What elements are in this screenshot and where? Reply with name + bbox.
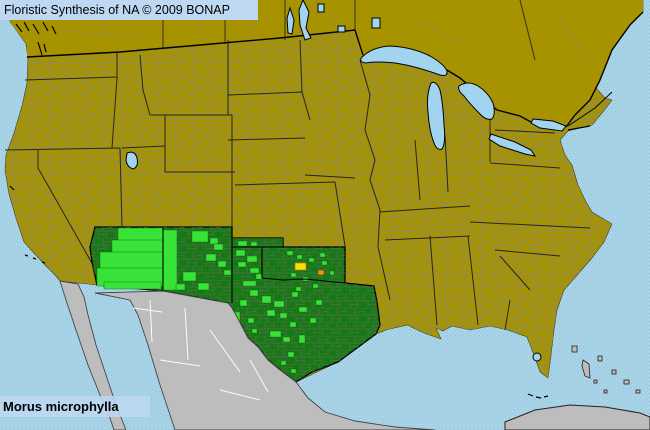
lake-erie xyxy=(488,133,537,157)
long-island xyxy=(567,125,591,131)
county-cell xyxy=(287,351,295,358)
state-borders-absent xyxy=(4,39,591,331)
county-cell xyxy=(315,299,323,306)
county-cell xyxy=(213,243,224,251)
baja-california xyxy=(59,280,127,430)
map-title: Floristic Synthesis of NA © 2009 BONAP xyxy=(4,3,230,17)
county-cell xyxy=(261,295,272,304)
county-cell xyxy=(269,330,282,338)
county-cell xyxy=(223,269,232,276)
county-cell xyxy=(239,299,248,307)
channel-islands xyxy=(24,254,46,264)
county-cell xyxy=(321,260,328,266)
county-cell xyxy=(279,312,288,319)
florida-keys xyxy=(527,393,549,399)
bright-green-counties xyxy=(96,227,335,374)
county-cell xyxy=(296,254,303,260)
lake-superior xyxy=(360,45,448,76)
county-cell xyxy=(329,270,335,276)
species-name: Morus microphylla xyxy=(3,399,119,414)
county-cell xyxy=(290,368,297,374)
county-cell xyxy=(308,257,315,263)
county-cell xyxy=(280,360,287,366)
foreign-land-group xyxy=(59,280,650,430)
header-banner: Floristic Synthesis of NA © 2009 BONAP xyxy=(0,0,258,20)
county-cell xyxy=(250,241,258,247)
county-cell xyxy=(209,237,219,245)
county-cell xyxy=(286,250,294,256)
lake-okeechobee xyxy=(532,352,542,362)
county-cell xyxy=(235,249,246,257)
county-cell xyxy=(175,283,186,291)
county-cell xyxy=(273,300,285,308)
lake-ontario xyxy=(530,118,567,132)
county-cell xyxy=(205,253,217,262)
county-cell xyxy=(237,240,248,247)
county-cell xyxy=(182,271,197,282)
orange-counties xyxy=(317,269,325,276)
county-cell xyxy=(298,334,306,344)
yellow-counties xyxy=(294,262,307,271)
county-cell xyxy=(317,269,325,276)
lake-nipigon xyxy=(371,17,381,29)
county-cell xyxy=(291,291,299,298)
st-lawrence xyxy=(567,91,613,127)
canada-division-lines xyxy=(59,4,591,61)
bahamas-islands xyxy=(571,345,641,394)
great-salt-lake xyxy=(125,151,138,170)
species-label-background xyxy=(0,396,150,417)
county-cell xyxy=(294,262,307,271)
county-cell xyxy=(249,267,260,274)
lake-manitoba xyxy=(286,6,295,35)
county-cell xyxy=(266,309,276,317)
county-cell xyxy=(247,317,255,324)
lake-of-the-woods xyxy=(337,25,346,33)
mexico-state-borders xyxy=(132,299,269,401)
county-cell xyxy=(295,286,302,292)
county-cell xyxy=(162,229,178,291)
coastal-detail-marks xyxy=(9,21,613,399)
county-cell xyxy=(255,273,264,280)
state-borders-present xyxy=(162,227,346,303)
county-cell xyxy=(282,336,291,343)
county-cell xyxy=(103,281,162,290)
county-cell xyxy=(237,261,247,268)
lake-michigan xyxy=(426,81,446,150)
county-cell xyxy=(312,283,319,289)
county-cell xyxy=(197,282,210,291)
county-cell xyxy=(309,317,317,324)
county-cell xyxy=(319,252,326,258)
county-cell xyxy=(290,272,297,278)
banner-background xyxy=(0,0,258,20)
county-cell xyxy=(217,260,227,268)
lake-winnipeg xyxy=(298,0,312,41)
county-cell xyxy=(242,280,257,287)
lakes-group xyxy=(125,0,567,362)
sf-bay xyxy=(9,185,15,191)
county-cell xyxy=(298,306,308,313)
county-cell xyxy=(191,230,209,243)
county-cell xyxy=(289,321,297,328)
county-cell xyxy=(246,255,258,263)
county-cell xyxy=(251,328,258,334)
small-canadian-lake xyxy=(317,3,325,13)
cuba xyxy=(504,404,650,430)
species-label: Morus microphylla xyxy=(0,396,150,417)
bc-fjords xyxy=(15,21,57,35)
county-cell xyxy=(249,289,259,297)
mexico-mainland xyxy=(94,290,436,430)
puget-sound xyxy=(37,41,47,56)
lake-huron xyxy=(458,82,495,120)
present-region-group xyxy=(89,226,381,383)
